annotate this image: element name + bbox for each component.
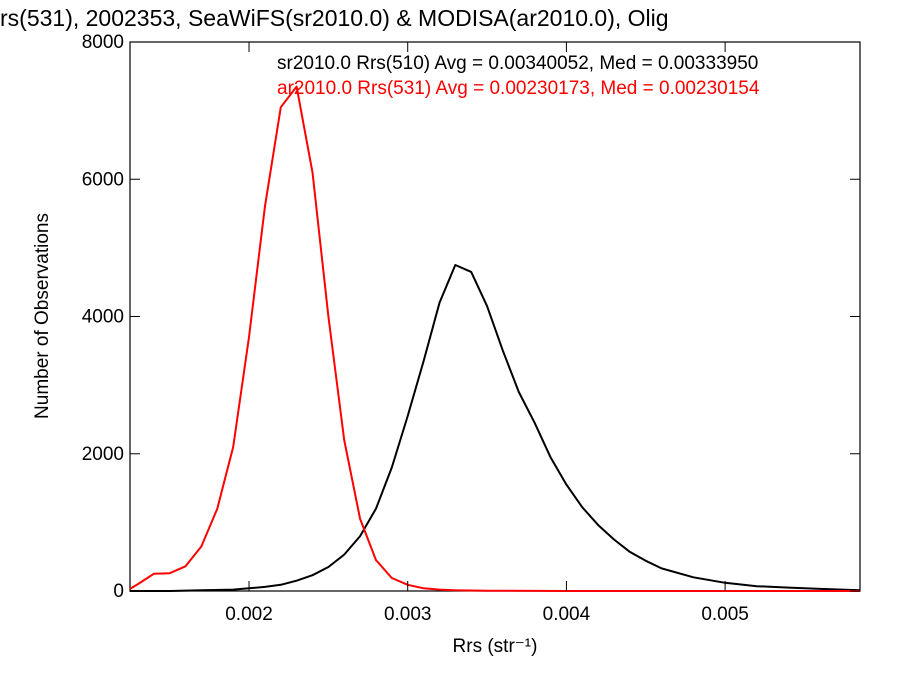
x-axis-label: Rrs (str⁻¹) [453,636,538,657]
x-tick-label-3: 0.005 [701,604,749,625]
y-tick-label-4: 8000 [82,32,124,53]
chart-title: rs(531), 2002353, SeaWiFS(sr2010.0) & MO… [0,5,669,31]
plot-area [129,85,861,592]
y-tick-label-0: 0 [113,581,124,602]
y-tick-label-3: 6000 [82,169,124,190]
x-tick-label-1: 0.003 [384,604,432,625]
x-tick-label-0: 0.002 [225,604,273,625]
x-tick-label-2: 0.004 [543,604,591,625]
y-axis: 0 2000 4000 6000 8000 [82,32,860,602]
legend-entry-0: sr2010.0 Rrs(510) Avg = 0.00340052, Med … [277,53,758,74]
y-axis-label: Number of Observations [32,213,53,419]
y-tick-label-1: 2000 [82,444,124,465]
legend: sr2010.0 Rrs(510) Avg = 0.00340052, Med … [277,53,760,99]
y-tick-label-2: 4000 [82,307,124,328]
x-axis: 0.002 0.003 0.004 0.005 [225,42,749,625]
series-line-0 [130,264,861,592]
legend-entry-1: ar2010.0 Rrs(531) Avg = 0.00230173, Med … [277,78,760,99]
plot-frame [129,41,861,592]
series-line-1 [129,85,860,592]
